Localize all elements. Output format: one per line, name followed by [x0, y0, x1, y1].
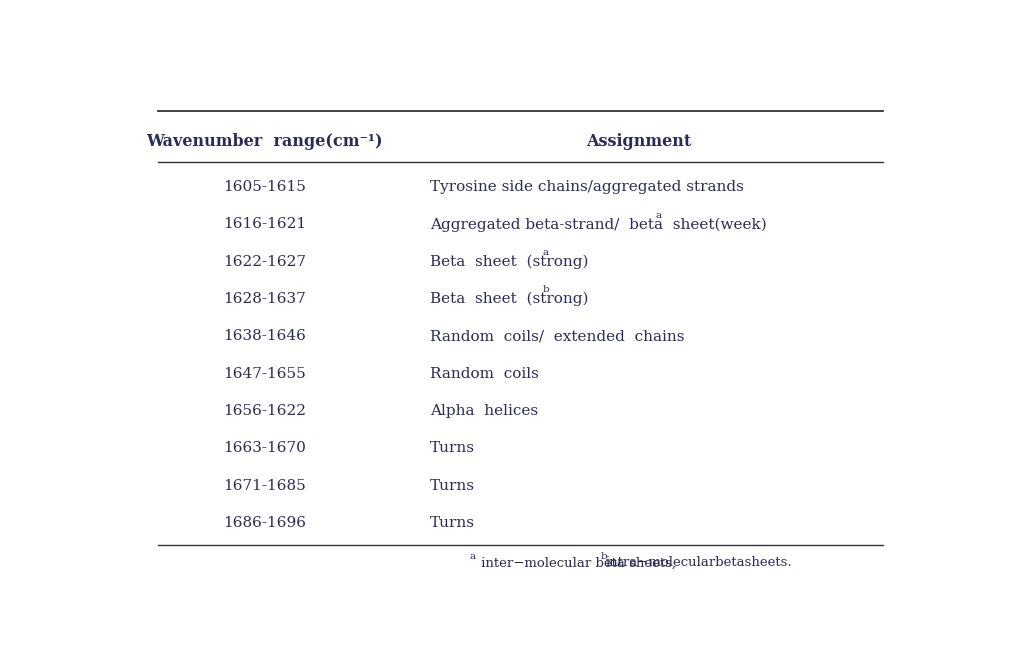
Text: 1638-1646: 1638-1646 [224, 329, 306, 343]
Text: Turns: Turns [430, 441, 475, 455]
Text: intra−molecularbetasheets.: intra−molecularbetasheets. [606, 556, 792, 569]
Text: 1663-1670: 1663-1670 [224, 441, 306, 455]
Text: Turns: Turns [430, 516, 475, 530]
Text: 1616-1621: 1616-1621 [224, 217, 307, 231]
Text: Beta  sheet  (strong): Beta sheet (strong) [430, 255, 588, 269]
Text: Beta  sheet  (strong): Beta sheet (strong) [430, 292, 588, 306]
Text: a: a [655, 211, 661, 220]
Text: inter−molecular beta sheets,: inter−molecular beta sheets, [478, 556, 681, 569]
Text: 1671-1685: 1671-1685 [224, 479, 306, 493]
Text: Turns: Turns [430, 479, 475, 493]
Text: Assignment: Assignment [586, 133, 692, 150]
Text: Tyrosine side chains/aggregated strands: Tyrosine side chains/aggregated strands [430, 180, 744, 194]
Text: a: a [469, 552, 475, 561]
Text: b: b [600, 552, 607, 561]
Text: 1605-1615: 1605-1615 [224, 180, 306, 194]
Text: 1647-1655: 1647-1655 [224, 367, 306, 381]
Text: a: a [543, 248, 549, 257]
Text: 1656-1622: 1656-1622 [224, 404, 306, 418]
Text: Random  coils: Random coils [430, 367, 539, 381]
Text: 1622-1627: 1622-1627 [224, 255, 306, 269]
Text: Alpha  helices: Alpha helices [430, 404, 538, 418]
Text: Random  coils/  extended  chains: Random coils/ extended chains [430, 329, 685, 343]
Text: Wavenumber  range(cm⁻¹): Wavenumber range(cm⁻¹) [146, 133, 383, 150]
Text: Aggregated beta-strand/  beta  sheet(week): Aggregated beta-strand/ beta sheet(week) [430, 217, 767, 232]
Text: 1686-1696: 1686-1696 [224, 516, 306, 530]
Text: 1628-1637: 1628-1637 [224, 292, 306, 306]
Text: b: b [543, 286, 550, 295]
